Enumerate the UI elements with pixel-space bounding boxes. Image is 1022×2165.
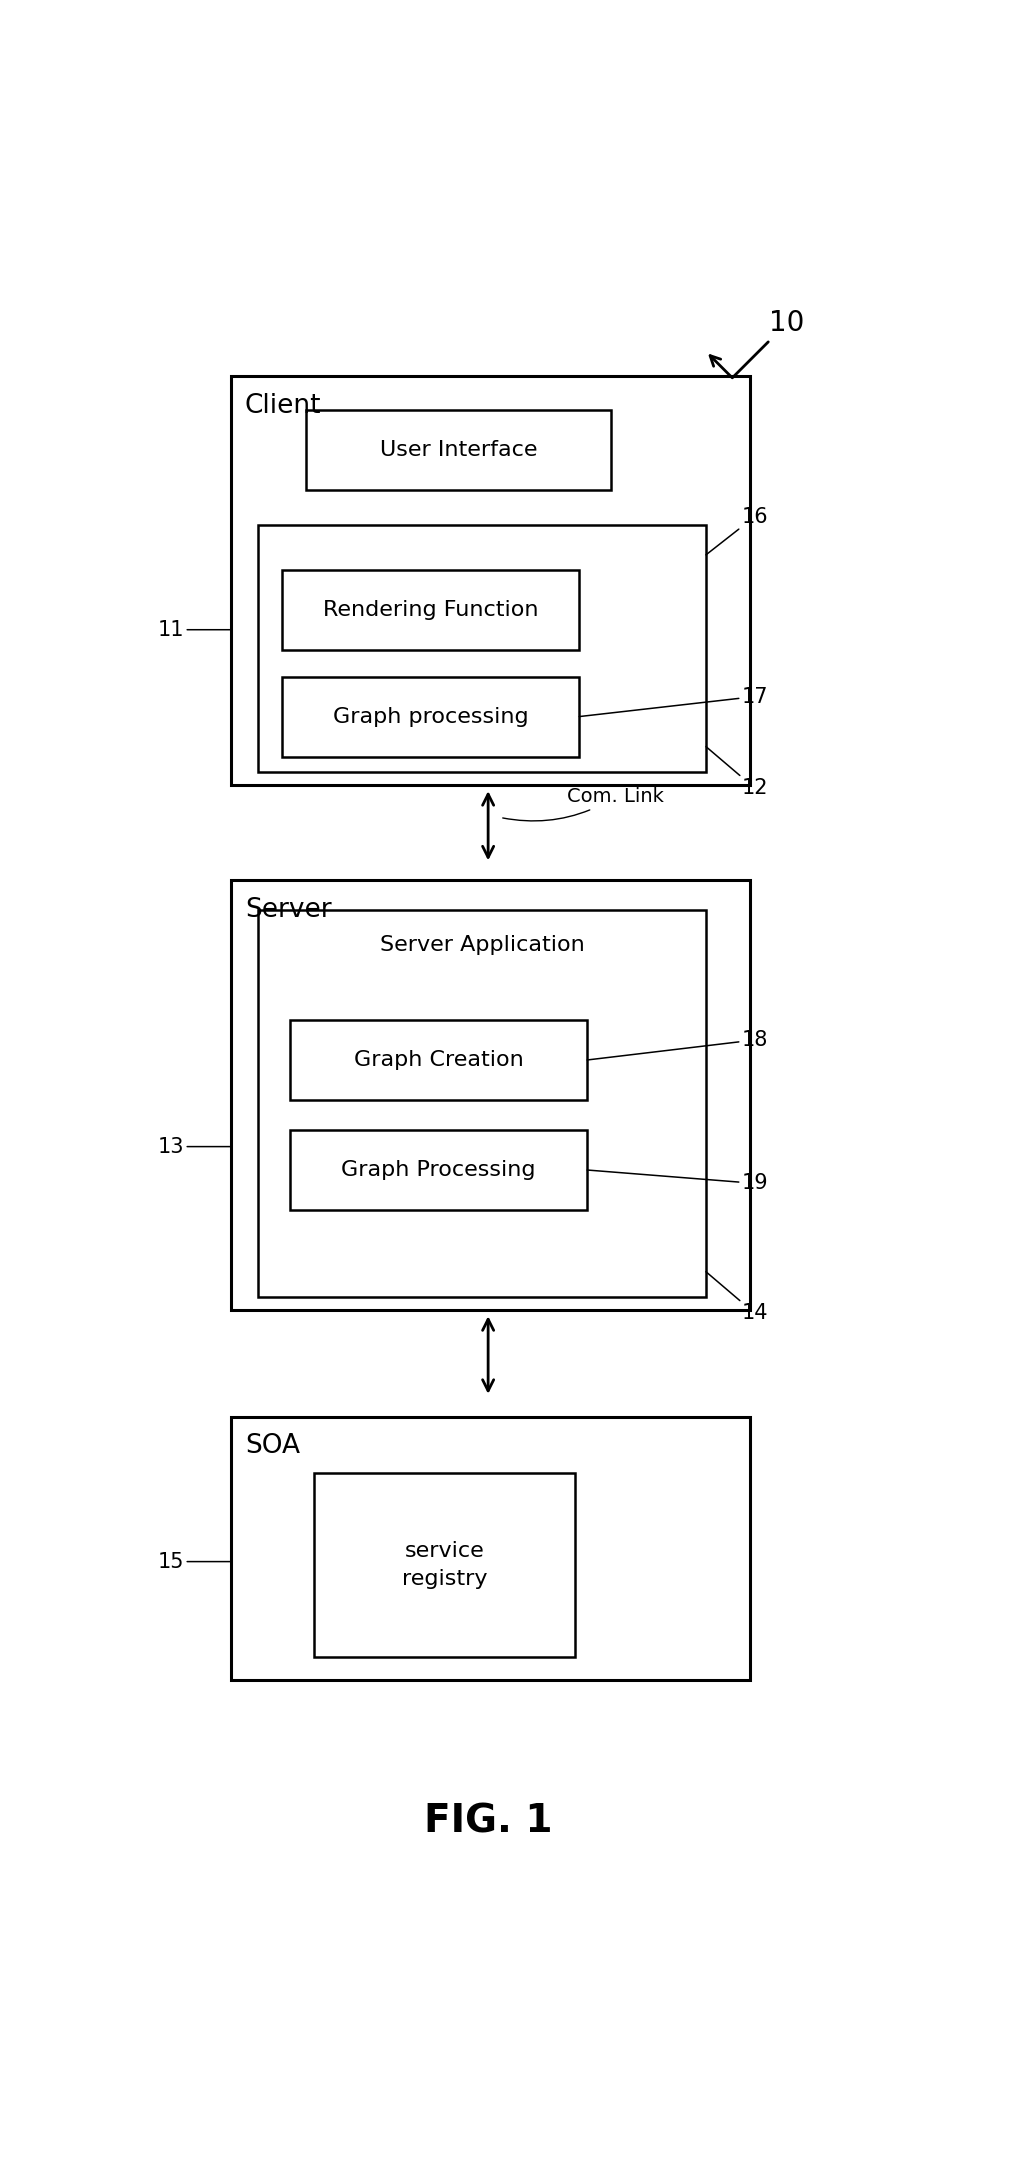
Text: Server Application: Server Application xyxy=(380,935,585,955)
FancyBboxPatch shape xyxy=(314,1474,575,1656)
Text: service
registry: service registry xyxy=(402,1541,487,1589)
Text: 10: 10 xyxy=(710,310,804,379)
Text: Client: Client xyxy=(245,394,322,420)
FancyBboxPatch shape xyxy=(259,909,706,1297)
Text: 13: 13 xyxy=(157,1137,231,1156)
Text: 18: 18 xyxy=(587,1031,768,1061)
Text: Server: Server xyxy=(245,896,331,922)
FancyBboxPatch shape xyxy=(290,1130,587,1210)
Text: Graph processing: Graph processing xyxy=(333,706,528,727)
Text: 12: 12 xyxy=(706,747,769,799)
FancyBboxPatch shape xyxy=(259,524,706,771)
Text: Graph Creation: Graph Creation xyxy=(354,1050,523,1070)
Text: 15: 15 xyxy=(157,1552,231,1572)
FancyBboxPatch shape xyxy=(282,569,579,649)
Text: 17: 17 xyxy=(579,686,769,717)
Text: SOA: SOA xyxy=(245,1433,300,1459)
Text: 16: 16 xyxy=(706,507,769,554)
Text: Rendering Function: Rendering Function xyxy=(323,600,539,619)
Text: Com. Link: Com. Link xyxy=(503,788,664,821)
FancyBboxPatch shape xyxy=(231,879,749,1310)
FancyBboxPatch shape xyxy=(282,675,579,756)
Text: User Interface: User Interface xyxy=(380,439,538,459)
FancyBboxPatch shape xyxy=(231,377,749,786)
FancyBboxPatch shape xyxy=(231,1416,749,1680)
Text: 14: 14 xyxy=(706,1271,769,1323)
FancyBboxPatch shape xyxy=(290,1020,587,1100)
Text: 11: 11 xyxy=(157,619,231,639)
Text: 19: 19 xyxy=(587,1169,769,1193)
FancyBboxPatch shape xyxy=(306,409,611,489)
Text: Graph Processing: Graph Processing xyxy=(341,1160,536,1180)
Text: FIG. 1: FIG. 1 xyxy=(424,1801,552,1840)
